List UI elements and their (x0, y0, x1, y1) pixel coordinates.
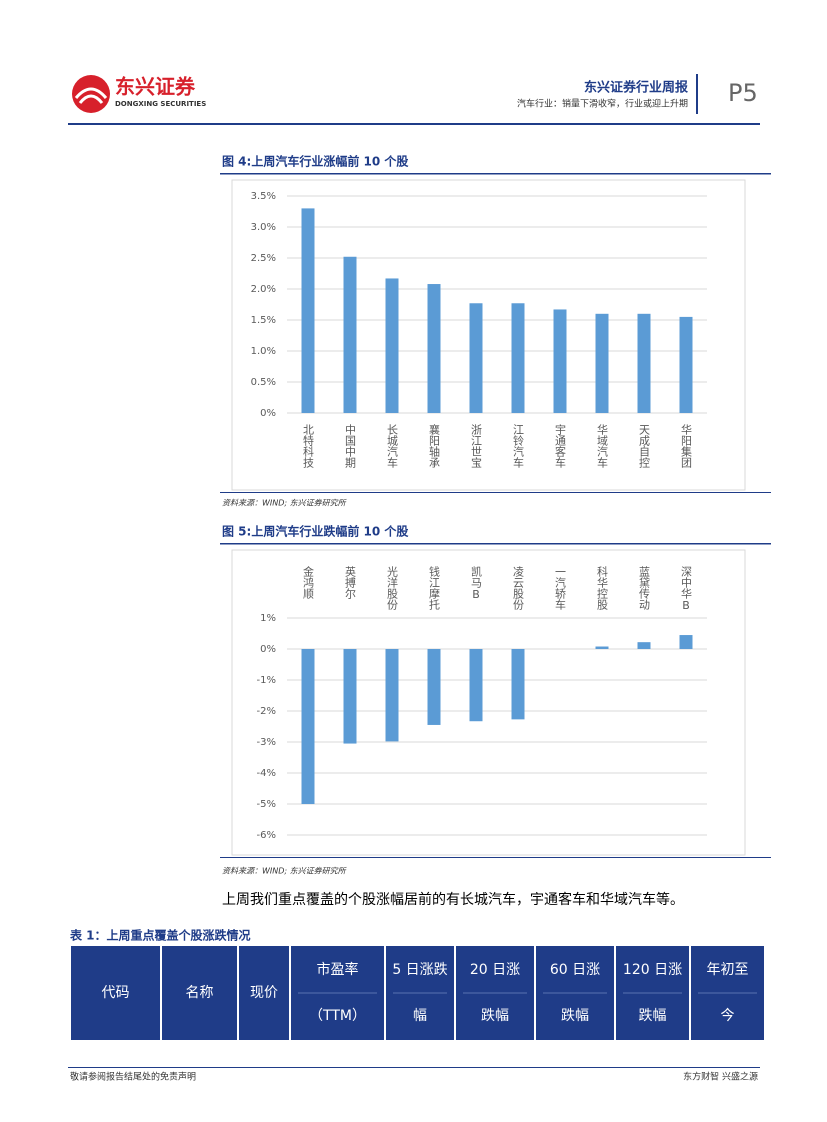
bar (511, 649, 525, 720)
header-text: 跌幅 (561, 1008, 589, 1024)
brand-en: DONGXING SECURITIES (115, 100, 206, 108)
table-title: 表 1：上周重点覆盖个股涨跌情况 (69, 928, 251, 943)
header-text: 跌幅 (639, 1008, 667, 1024)
header-text: 5 日涨跌 (392, 962, 447, 978)
y-tick-label: 0% (260, 408, 276, 419)
x-tick-label: 蓝黛传动 (638, 566, 651, 610)
y-tick-label: 1% (260, 613, 276, 624)
bar (301, 208, 315, 413)
header-text: 60 日涨 (550, 962, 600, 978)
x-tick-label: 一汽轿车 (554, 566, 567, 611)
chart-frame (231, 179, 746, 491)
source-rule (220, 857, 771, 858)
bar (385, 649, 399, 742)
y-tick-label: -4% (257, 768, 276, 779)
x-tick-label: 凌云股份 (512, 565, 525, 611)
figure-title: 图 5:上周汽车行业跌幅前 10 个股 (222, 524, 409, 539)
header-text: 幅 (413, 1008, 427, 1024)
report-name: 东兴证券行业周报 (584, 80, 689, 96)
header-text: 名称 (186, 985, 214, 1001)
y-tick-label: -3% (257, 737, 276, 748)
divider (696, 74, 698, 114)
x-tick-label: 光洋股份 (386, 565, 399, 611)
chart-frame (231, 549, 746, 856)
bar (553, 309, 567, 413)
header-text: 市盈率 (317, 961, 359, 978)
header-text: 现价 (250, 985, 278, 1001)
header-cell (239, 946, 289, 1040)
x-tick-label: 北特科技 (302, 424, 315, 469)
title-rule (220, 543, 771, 545)
header-text: （TTM） (309, 1008, 366, 1024)
header-text: 今 (721, 1008, 735, 1024)
bar (679, 635, 693, 649)
x-tick-label: 襄阳轴承 (428, 423, 441, 468)
header-text: 年初至 (707, 961, 749, 978)
y-tick-label: 3.0% (251, 222, 276, 233)
x-tick-label: 宇通客车 (554, 424, 567, 469)
y-tick-label: 0.5% (251, 377, 276, 388)
y-tick-label: -5% (257, 799, 276, 810)
brand: 东兴证券 (115, 75, 196, 99)
figure-title: 图 4:上周汽车行业涨幅前 10 个股 (222, 154, 409, 169)
footer-left: 敬请参阅报告结尾处的免责声明 (70, 1071, 196, 1083)
bar (469, 303, 483, 413)
source: 资料来源：WIND; 东兴证券研究所 (222, 867, 348, 876)
x-tick-label: 浙江世宝 (470, 424, 483, 468)
bar (385, 278, 399, 413)
header-cell (162, 946, 237, 1040)
x-tick-label: 华域汽车 (596, 423, 609, 469)
x-tick-label: 科华控股 (596, 565, 609, 611)
bar (343, 256, 357, 413)
y-tick-label: 2.0% (251, 284, 276, 295)
bar (427, 649, 441, 725)
bar (637, 642, 651, 649)
bar (595, 313, 609, 413)
y-tick-label: -1% (257, 675, 276, 686)
bar (469, 649, 483, 722)
x-tick-label: 金鸿顺 (302, 565, 315, 600)
page-number: P5 (728, 79, 758, 107)
x-tick-label: 天成自控 (638, 424, 651, 468)
source: 资料来源：WIND; 东兴证券研究所 (222, 499, 348, 508)
y-tick-label: 1.0% (251, 346, 276, 357)
y-tick-label: 2.5% (251, 253, 276, 264)
x-tick-label: 江铃汽车 (512, 424, 525, 469)
y-tick-label: 1.5% (251, 315, 276, 326)
paragraph: 上周我们重点覆盖的个股涨幅居前的有长城汽车，宇通客车和华域汽车等。 (222, 891, 684, 908)
bar (427, 284, 441, 413)
x-tick-label: 深中华B (680, 566, 693, 612)
x-tick-label: 英搏尔 (344, 565, 357, 599)
bar (301, 649, 315, 804)
y-tick-label: 0% (260, 644, 276, 655)
y-tick-label: -2% (257, 706, 276, 717)
footer-right: 东方财智 兴盛之源 (683, 1071, 758, 1083)
report-subtitle: 汽车行业：销量下滑收窄，行业或迎上升期 (517, 98, 688, 110)
bar (343, 649, 357, 744)
x-tick-label: 华阳集团 (680, 423, 693, 469)
y-tick-label: -6% (257, 830, 276, 841)
title-rule (220, 173, 771, 175)
bar (511, 303, 525, 413)
header-text: 120 日涨 (623, 962, 682, 978)
x-tick-label: 中国中期 (344, 424, 357, 469)
source-rule (220, 492, 771, 493)
logo-mark (74, 87, 108, 104)
header-cell (71, 946, 160, 1040)
header-text: 跌幅 (481, 1008, 509, 1024)
header-text: 20 日涨 (470, 962, 520, 978)
x-tick-label: 凯马B (470, 566, 483, 601)
footer-rule (68, 1067, 760, 1068)
bar (679, 316, 693, 413)
bar (637, 313, 651, 413)
header-rule (68, 123, 760, 125)
y-tick-label: 3.5% (251, 191, 276, 202)
x-tick-label: 长城汽车 (386, 424, 399, 469)
bar (595, 646, 609, 649)
header-text: 代码 (102, 985, 130, 1001)
x-tick-label: 钱江摩托 (428, 565, 441, 610)
